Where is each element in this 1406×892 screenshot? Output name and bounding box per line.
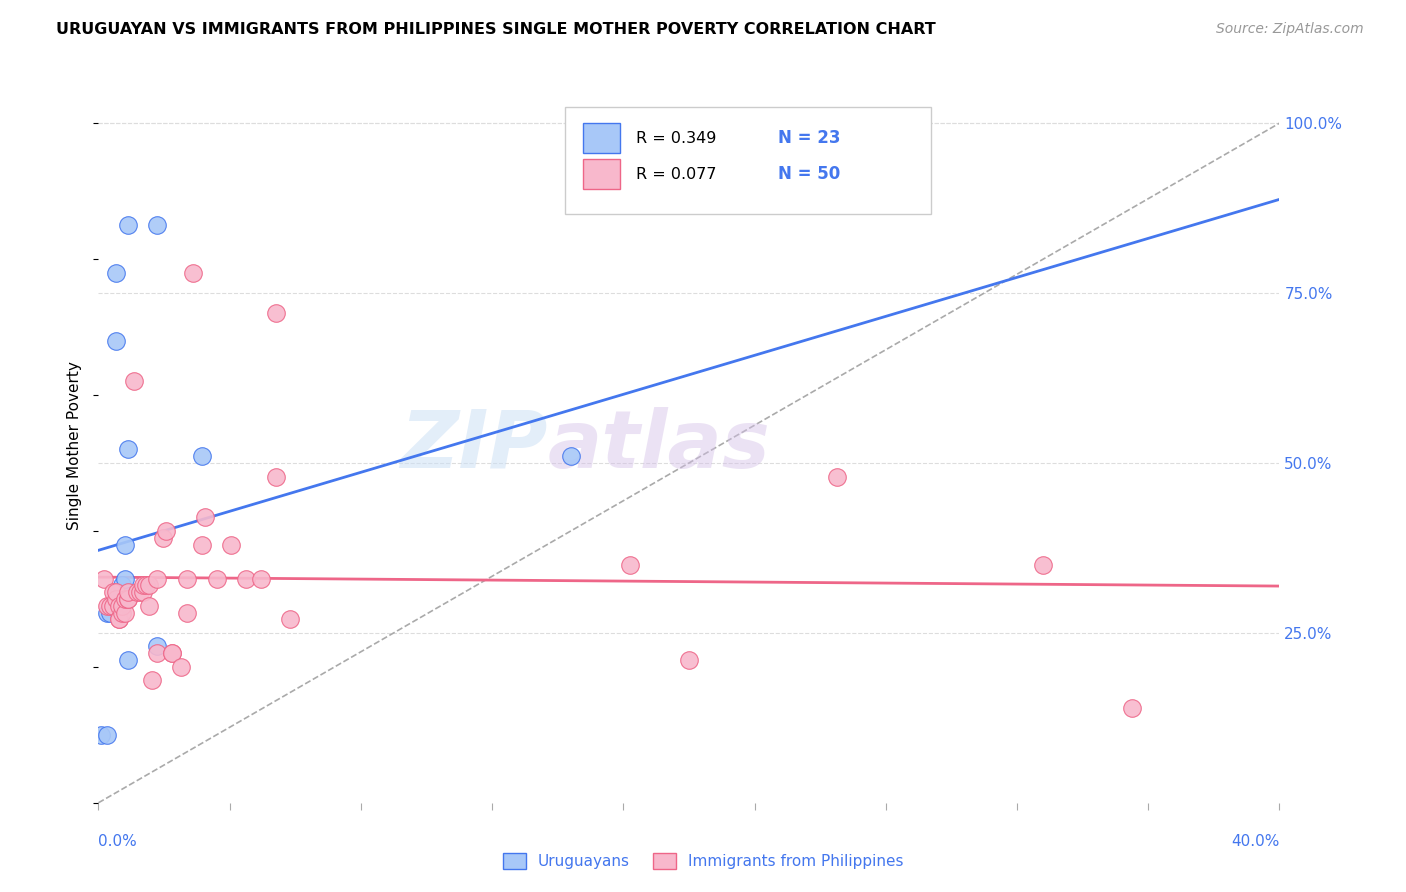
Point	[138, 599, 160, 613]
Text: URUGUAYAN VS IMMIGRANTS FROM PHILIPPINES SINGLE MOTHER POVERTY CORRELATION CHART: URUGUAYAN VS IMMIGRANTS FROM PHILIPPINES…	[56, 22, 936, 37]
Text: R = 0.077: R = 0.077	[636, 167, 716, 182]
Point	[103, 599, 125, 613]
Point	[619, 558, 641, 572]
Point	[264, 306, 287, 320]
Point	[111, 599, 134, 613]
Text: R = 0.349: R = 0.349	[636, 131, 716, 146]
Point	[278, 612, 302, 626]
Point	[132, 578, 155, 592]
Point	[138, 578, 160, 592]
FancyBboxPatch shape	[565, 107, 931, 214]
Point	[678, 653, 700, 667]
Text: N = 23: N = 23	[778, 129, 839, 147]
Point	[108, 599, 131, 613]
Point	[108, 585, 131, 599]
Point	[108, 599, 131, 613]
Point	[205, 572, 228, 586]
Point	[114, 606, 136, 620]
Point	[1032, 558, 1054, 572]
Point	[108, 599, 131, 613]
Point	[114, 572, 136, 586]
Point	[250, 572, 273, 586]
Point	[111, 578, 134, 592]
Text: Source: ZipAtlas.com: Source: ZipAtlas.com	[1216, 22, 1364, 37]
Point	[146, 218, 169, 232]
Point	[96, 599, 118, 613]
Point	[103, 585, 125, 599]
Text: atlas: atlas	[547, 407, 770, 485]
Point	[117, 218, 139, 232]
Point	[98, 599, 121, 613]
Point	[191, 449, 214, 463]
Text: 40.0%: 40.0%	[1232, 834, 1279, 849]
Point	[117, 591, 139, 606]
Point	[176, 572, 198, 586]
Point	[132, 585, 155, 599]
Point	[162, 646, 183, 660]
Point	[105, 585, 128, 599]
Point	[108, 612, 131, 626]
Point	[221, 537, 243, 551]
Point	[96, 606, 118, 620]
Point	[111, 585, 134, 599]
Point	[117, 591, 139, 606]
Point	[146, 646, 169, 660]
Point	[114, 591, 136, 606]
Point	[114, 537, 136, 551]
Point	[117, 585, 139, 599]
Point	[105, 266, 128, 280]
Point	[111, 606, 134, 620]
Point	[152, 531, 174, 545]
Point	[170, 660, 193, 674]
Point	[191, 537, 214, 551]
Point	[128, 585, 150, 599]
Point	[135, 578, 157, 592]
Point	[146, 572, 169, 586]
Point	[235, 572, 257, 586]
Point	[98, 606, 121, 620]
Point	[560, 449, 582, 463]
Point	[117, 653, 139, 667]
Point	[108, 591, 131, 606]
Point	[146, 640, 169, 654]
Point	[103, 599, 125, 613]
Point	[162, 646, 183, 660]
Point	[181, 266, 204, 280]
Point	[1121, 700, 1143, 714]
Point	[264, 469, 287, 483]
Point	[108, 612, 131, 626]
Point	[122, 375, 145, 389]
Point	[93, 572, 115, 586]
FancyBboxPatch shape	[582, 159, 620, 189]
Point	[105, 334, 128, 348]
Point	[90, 728, 112, 742]
Legend: Uruguayans, Immigrants from Philippines: Uruguayans, Immigrants from Philippines	[496, 847, 910, 875]
Point	[141, 673, 163, 688]
Y-axis label: Single Mother Poverty: Single Mother Poverty	[67, 361, 83, 531]
Text: ZIP: ZIP	[399, 407, 547, 485]
Text: 0.0%: 0.0%	[98, 834, 138, 849]
FancyBboxPatch shape	[582, 123, 620, 153]
Point	[105, 591, 128, 606]
Point	[155, 524, 177, 538]
Point	[103, 599, 125, 613]
Point	[176, 606, 198, 620]
Point	[125, 585, 148, 599]
Point	[117, 442, 139, 457]
Point	[194, 510, 217, 524]
Point	[825, 469, 848, 483]
Point	[96, 728, 118, 742]
Text: N = 50: N = 50	[778, 165, 839, 183]
